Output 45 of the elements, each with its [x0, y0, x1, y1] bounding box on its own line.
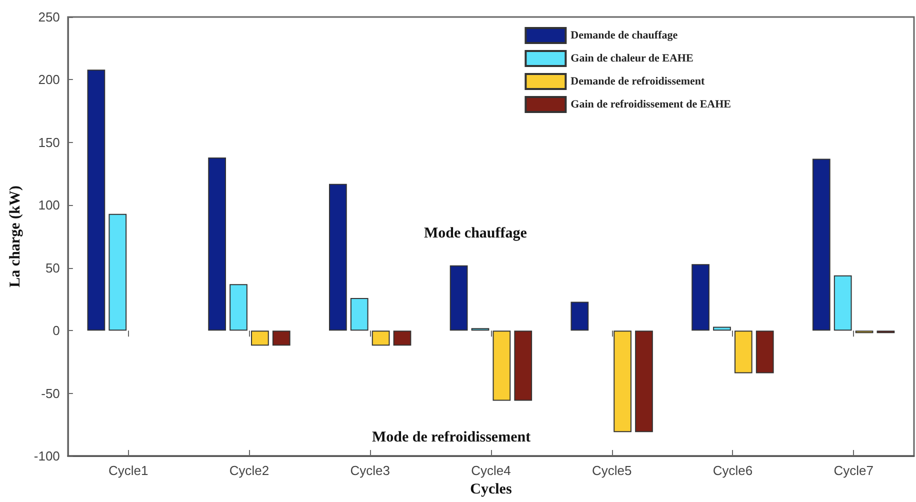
x-tick-label: Cycle6: [712, 463, 753, 478]
bar: [514, 330, 532, 401]
y-tick-label: 200: [38, 72, 60, 88]
bar: [450, 265, 468, 331]
bar: [251, 330, 269, 346]
bar: [372, 330, 390, 346]
legend-label: Demande de chauffage: [570, 30, 678, 42]
y-tick-label: 100: [38, 198, 60, 213]
x-tick-label: Cycle5: [592, 463, 632, 478]
x-tick-label: Cycle2: [229, 463, 270, 478]
bar: [614, 330, 632, 432]
y-tick-label: -50: [41, 386, 60, 401]
x-tick-label: Cycle4: [471, 463, 511, 478]
x-tick-label: Cycle3: [350, 463, 390, 478]
bar: [756, 330, 774, 374]
x-tick-label: Cycle1: [108, 463, 148, 478]
x-tick-label: Cycle7: [834, 463, 874, 478]
bar: [834, 275, 852, 331]
legend-label: Gain de chaleur de EAHE: [570, 52, 694, 64]
bar: [87, 70, 106, 331]
y-tick-label: 50: [45, 260, 60, 276]
y-tick-label: 0: [52, 323, 60, 338]
bar: [328, 184, 347, 331]
bar: [734, 330, 752, 374]
bar: [692, 264, 710, 331]
x-axis-title: Cycles: [470, 482, 512, 498]
legend-label: Demande de refroidissement: [570, 76, 706, 88]
bar: [570, 302, 589, 331]
y-tick-label: -100: [34, 448, 60, 464]
bar: [713, 326, 731, 331]
annotation: Mode chauffage: [424, 226, 528, 242]
bar: [230, 284, 248, 331]
bar: [812, 158, 830, 331]
bar: [108, 214, 127, 331]
bar: [393, 330, 412, 346]
bar: [350, 298, 368, 331]
y-tick-label: 250: [38, 10, 60, 24]
y-tick-label: 150: [38, 134, 60, 150]
legend-label: Gain de refroidissement de EAHE: [570, 98, 732, 110]
bar: [272, 330, 290, 346]
bar: [635, 330, 653, 432]
annotation: Mode de refroidissement: [372, 430, 531, 446]
y-axis-title: La charge (kW): [8, 186, 24, 288]
bar: [492, 330, 511, 401]
bar: [208, 157, 226, 331]
